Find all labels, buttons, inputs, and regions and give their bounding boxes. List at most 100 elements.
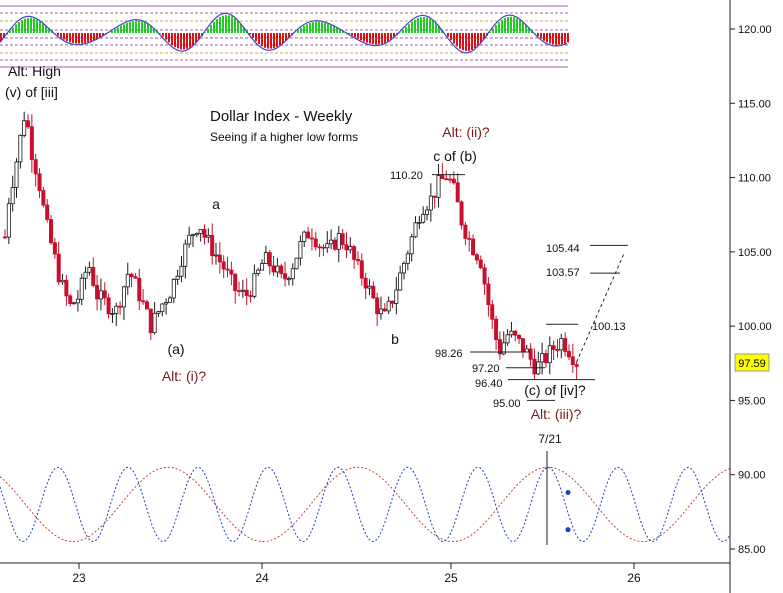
candle-body — [336, 233, 341, 250]
oscillator-bar — [426, 17, 428, 33]
candle-body — [198, 229, 203, 234]
oscillator-bar — [15, 24, 17, 33]
candle-body — [6, 203, 11, 238]
candle-body — [202, 229, 207, 238]
oscillator-bar — [198, 33, 200, 40]
candle-body — [355, 259, 360, 262]
oscillator-bar — [309, 23, 311, 33]
candle-body — [359, 260, 364, 279]
candle-body — [87, 267, 92, 273]
oscillator-bar — [216, 19, 218, 33]
candle-body — [286, 278, 291, 281]
candle-body — [244, 289, 249, 296]
candle-body — [18, 134, 23, 163]
candle-body — [494, 318, 499, 340]
oscillator-bar — [372, 33, 374, 45]
oscillator-bar — [414, 19, 416, 33]
candle-body — [183, 243, 188, 267]
oscillator-bar — [21, 19, 23, 33]
candle-body — [421, 214, 426, 223]
oscillator-bar — [60, 33, 62, 38]
candle-body — [513, 330, 518, 336]
wave-annotation: Alt: (iii)? — [531, 406, 582, 422]
oscillator-bar — [258, 33, 260, 44]
oscillator-bar — [495, 25, 497, 33]
oscillator-bar — [504, 18, 506, 33]
oscillator-bar — [96, 33, 98, 39]
level-label: 96.40 — [475, 378, 503, 390]
oscillator-bar — [45, 25, 47, 33]
candle-body — [486, 283, 491, 306]
oscillator-bar — [36, 19, 38, 33]
oscillator-bar — [237, 20, 239, 33]
level-label: 110.20 — [390, 170, 423, 182]
candle-body — [302, 231, 307, 242]
oscillator-bar — [351, 33, 353, 36]
oscillator-bar — [327, 23, 329, 33]
oscillator-bar — [522, 22, 524, 33]
price-levels: 110.20 105.44 103.57 100.13 98.26 97.20 96.40 9… — [390, 170, 628, 410]
cycle-marker-dot — [565, 490, 571, 496]
candle-body — [471, 238, 476, 256]
oscillator-bar — [87, 33, 89, 43]
candle-body — [528, 348, 533, 360]
oscillator-bar — [492, 28, 494, 33]
candle-body — [267, 252, 272, 267]
oscillator-bar — [450, 33, 452, 41]
oscillator-bar — [9, 30, 11, 33]
oscillator-bar — [342, 30, 344, 33]
oscillator-bar — [234, 18, 236, 33]
candle-body — [171, 278, 176, 299]
candle-body — [478, 259, 483, 269]
candle-body — [110, 313, 115, 315]
candle-body — [217, 254, 222, 263]
candle-body — [444, 178, 449, 181]
candle-body — [309, 237, 314, 240]
oscillator-bar — [402, 29, 404, 33]
candle-body — [49, 219, 54, 244]
candle-body — [260, 263, 265, 271]
candle-body — [325, 243, 330, 249]
oscillator-bar — [336, 27, 338, 33]
candle-body — [164, 302, 169, 305]
oscillator-bar — [378, 33, 380, 45]
oscillator-bar — [432, 20, 434, 33]
oscillator-bar — [180, 33, 182, 50]
oscillator-bar — [561, 33, 563, 45]
oscillator-bar — [207, 28, 209, 33]
candle-body — [524, 348, 529, 353]
oscillator-bar — [3, 33, 5, 39]
candle-body — [574, 364, 579, 367]
candle-body — [371, 285, 376, 299]
wave-annotation: Alt: High — [8, 63, 61, 79]
oscillator-bar — [141, 21, 143, 33]
candle-body — [118, 305, 123, 308]
oscillator-bar — [519, 19, 521, 33]
candle-body — [563, 338, 568, 352]
candle-body — [225, 268, 230, 271]
oscillator-bar — [102, 33, 104, 37]
candle-body — [91, 267, 96, 286]
candle-body — [317, 246, 322, 249]
oscillator-bar — [162, 33, 164, 37]
candle-body — [72, 302, 77, 305]
projection-line — [576, 251, 626, 363]
oscillator-line — [0, 12, 568, 54]
oscillator-bar — [114, 29, 116, 33]
oscillator-bar — [393, 33, 395, 38]
candle-body — [482, 267, 487, 285]
candle-body — [555, 349, 560, 351]
oscillator-bar — [159, 33, 161, 34]
candle-body — [152, 312, 157, 334]
candle-body — [298, 241, 303, 259]
annotations: Alt: High (v) of [iii] a (a) Alt: (i)? b Alt: … — [5, 63, 586, 446]
candle-body — [29, 126, 34, 161]
candle-body — [14, 161, 19, 188]
candle-body — [329, 239, 334, 245]
oscillator-bar — [255, 33, 257, 42]
candle-body — [214, 254, 219, 257]
candle-body — [3, 236, 8, 239]
candle-body — [83, 271, 88, 279]
oscillator-bar — [375, 33, 377, 45]
current-price-badge: 97.59 — [734, 353, 770, 372]
